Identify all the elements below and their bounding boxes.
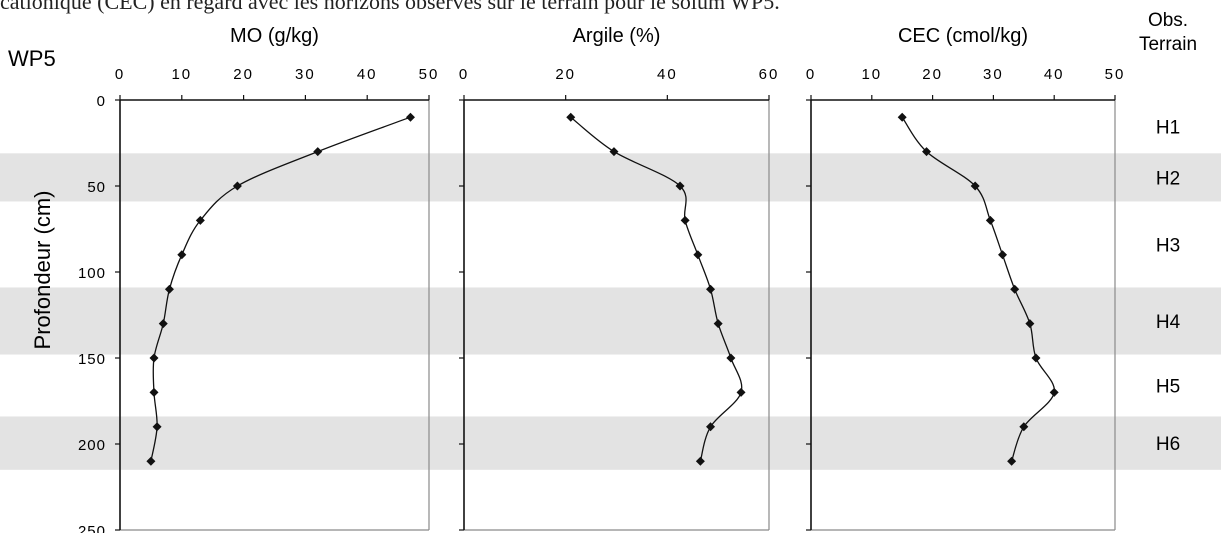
chart-panel-3: CEC (cmol/kg) 0 10 20 30 40 50 <box>806 25 1126 531</box>
data-point <box>1007 456 1017 466</box>
horizon-label-h1: H1 <box>1156 118 1180 139</box>
x-tick-label: 30 <box>295 66 316 83</box>
horizon-label-h4: H4 <box>1156 312 1181 333</box>
chart-panels: MO (g/kg)0 10 20 30 40 50050100150200250Argil… <box>78 25 1126 533</box>
data-point <box>1049 387 1059 397</box>
series-line <box>150 116 411 462</box>
x-tick-label: 40 <box>1044 66 1065 83</box>
data-point <box>706 284 716 294</box>
chart-panel-1: MO (g/kg) 0 10 20 30 40 50 0 50 100 150 200 250 <box>78 25 440 533</box>
data-point <box>149 387 159 397</box>
data-point <box>405 112 415 122</box>
data-point <box>609 147 619 157</box>
data-point <box>985 215 995 225</box>
horizon-band-h4 <box>0 287 1221 355</box>
data-point <box>146 456 156 466</box>
horizons-header-line1: Obs. <box>1148 10 1188 31</box>
data-point <box>998 250 1008 260</box>
data-point <box>164 284 174 294</box>
data-point <box>152 422 162 432</box>
x-tick-label: 20 <box>233 66 254 83</box>
data-point <box>1010 284 1020 294</box>
horizon-label-h3: H3 <box>1156 235 1180 256</box>
x-tick-label: 10 <box>171 66 192 83</box>
data-point <box>713 319 723 329</box>
x-tick-label: 0 <box>459 66 469 83</box>
data-point <box>158 319 168 329</box>
x-tick-label: 40 <box>657 66 678 83</box>
y-tick-label: 200 <box>78 437 106 454</box>
panel-title: MO (g/kg) <box>230 25 319 47</box>
x-tick-label: 40 <box>357 66 378 83</box>
horizon-label-h6: H6 <box>1156 434 1180 455</box>
horizon-label-h5: H5 <box>1156 377 1180 398</box>
data-point <box>970 181 980 191</box>
x-tick-label: 60 <box>759 66 780 83</box>
x-tick-label: 0 <box>115 66 125 83</box>
y-tick-label: 0 <box>97 93 106 110</box>
data-point <box>922 147 932 157</box>
data-point <box>195 215 205 225</box>
data-point <box>1025 319 1035 329</box>
panel-title: Argile (%) <box>573 25 661 47</box>
data-point <box>232 181 242 191</box>
data-point <box>693 250 703 260</box>
y-tick-label: 150 <box>78 351 106 368</box>
x-tick-label: 20 <box>555 66 576 83</box>
x-tick-label: 50 <box>419 66 440 83</box>
horizon-bands: H1 H2 H3 H4 H5 H6 <box>0 118 1221 470</box>
data-point <box>675 181 685 191</box>
y-tick-label: 100 <box>78 265 106 282</box>
figure-caption: cationique (CEC) en regard avec les hori… <box>0 0 780 14</box>
data-point <box>680 215 690 225</box>
figure-labels: WP5 Profondeur (cm) Obs. Terrain <box>8 10 1197 349</box>
horizon-band-h2 <box>0 153 1221 202</box>
panel-title: CEC (cmol/kg) <box>898 25 1028 47</box>
x-tick-label: 50 <box>1105 66 1126 83</box>
x-tick-label: 30 <box>983 66 1004 83</box>
data-point <box>1031 353 1041 363</box>
data-point <box>695 456 705 466</box>
data-point <box>726 353 736 363</box>
x-tick-label: 10 <box>861 66 882 83</box>
profile-label: WP5 <box>8 46 56 71</box>
data-point <box>177 250 187 260</box>
x-tick-label: 0 <box>806 66 816 83</box>
data-point <box>566 112 576 122</box>
y-tick-label: 50 <box>87 179 106 196</box>
horizons-header-line2: Terrain <box>1139 34 1197 55</box>
y-tick-label: 250 <box>78 523 106 533</box>
data-point <box>736 387 746 397</box>
x-tick-label: 20 <box>922 66 943 83</box>
data-point <box>1019 422 1029 432</box>
horizon-band-h6 <box>0 416 1221 470</box>
data-point <box>706 422 716 432</box>
data-point <box>897 112 907 122</box>
horizon-label-h2: H2 <box>1156 168 1180 189</box>
chart-panel-2: Argile (%) 0 20 40 60 <box>459 25 780 531</box>
data-point <box>149 353 159 363</box>
y-axis-label: Profondeur (cm) <box>30 191 55 350</box>
data-point <box>313 147 323 157</box>
